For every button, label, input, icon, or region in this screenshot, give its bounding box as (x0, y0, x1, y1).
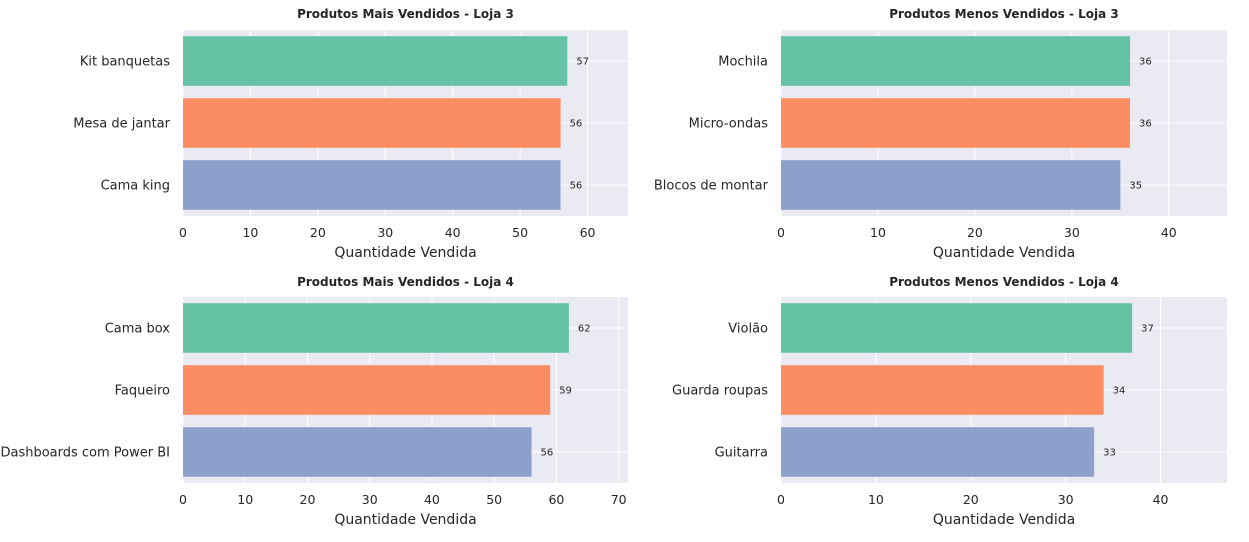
chart-menos-loja4: Produtos Menos Vendidos - Loja 4 373433 … (672, 275, 1227, 528)
x-tick-label: 0 (777, 492, 785, 507)
x-axis-label: Quantidade Vendida (334, 245, 476, 261)
chart-panel-menos-loja3: Produtos Menos Vendidos - Loja 3 36 36 35 … (640, 0, 1249, 269)
bar (183, 36, 568, 86)
bar-value-label: 62 (578, 324, 591, 335)
chart-title: Produtos Mais Vendidos - Loja 3 (297, 7, 514, 21)
x-axis-label: Quantidade Vendida (334, 512, 476, 528)
chart-title: Produtos Menos Vendidos - Loja 4 (889, 275, 1119, 289)
bar-value-label: 56 (541, 448, 554, 459)
x-tick-label: 10 (242, 225, 258, 240)
x-tick-label: 70 (611, 492, 627, 507)
chart-panel-mais-loja4: Produtos Mais Vendidos - Loja 4 62 59 56 C… (0, 269, 640, 538)
x-tick-label: 30 (1058, 492, 1074, 507)
x-axis-label: Quantidade Vendida (933, 245, 1075, 261)
x-tick-label: 20 (963, 492, 979, 507)
bar-value-label: 36 (1139, 119, 1152, 130)
chart-menos-loja3: Produtos Menos Vendidos - Loja 3 363635 … (654, 7, 1227, 261)
bar-value-label: 56 (570, 181, 583, 192)
category-label: Mochila (718, 55, 768, 70)
x-tick-label: 50 (512, 225, 528, 240)
x-tick-label: 30 (362, 492, 378, 507)
bar-value-label: 56 (570, 119, 583, 130)
bar-value-label: 59 (559, 386, 572, 397)
x-tick-label: 60 (548, 492, 564, 507)
x-tick-label: 40 (445, 225, 461, 240)
bar (183, 427, 532, 477)
x-axis-label: Quantidade Vendida (933, 512, 1075, 528)
category-label: Mesa de jantar (73, 117, 170, 132)
x-tick-label: 30 (377, 225, 393, 240)
x-tick-label: 20 (967, 225, 983, 240)
bar (781, 98, 1131, 148)
x-tick-label: 10 (868, 492, 884, 507)
chart-mais-loja4: Produtos Mais Vendidos - Loja 4 62 59 56 C… (0, 275, 628, 528)
bar-value-label: 33 (1103, 448, 1116, 459)
category-label: Guitarra (715, 446, 768, 461)
category-label: Micro-ondas (689, 117, 769, 132)
bar-value-label: 35 (1129, 181, 1142, 192)
bar-value-label: 36 (1139, 57, 1152, 68)
bar (183, 303, 569, 353)
bar-value-label: 34 (1113, 386, 1126, 397)
bar (183, 365, 551, 415)
bar (183, 98, 561, 148)
x-tick-label: 40 (424, 492, 440, 507)
x-tick-label: 50 (486, 492, 502, 507)
chart-mais-loja3: Produtos Mais Vendidos - Loja 3 57 56 56 K… (73, 7, 628, 261)
x-tick-label: 40 (1153, 492, 1169, 507)
chart-panel-menos-loja4: Produtos Menos Vendidos - Loja 4 37 34 33 … (640, 269, 1249, 538)
bar (781, 303, 1133, 353)
category-label: Kit banquetas (80, 55, 170, 70)
x-tick-label: 60 (580, 225, 596, 240)
x-tick-label: 10 (237, 492, 253, 507)
x-tick-label: 20 (300, 492, 316, 507)
category-label: Violão (728, 322, 768, 337)
category-label: Dashboards com Power BI (0, 446, 170, 461)
chart-panel-mais-loja3: Produtos Mais Vendidos - Loja 3 57 56 56 K… (0, 0, 640, 269)
x-tick-label: 30 (1064, 225, 1080, 240)
bar-value-label: 37 (1141, 324, 1154, 335)
bar (781, 427, 1095, 477)
category-label: Faqueiro (115, 384, 170, 399)
x-tick-label: 0 (179, 492, 187, 507)
bar (183, 160, 561, 210)
category-label: Blocos de montar (654, 179, 769, 194)
chart-title: Produtos Menos Vendidos - Loja 3 (889, 7, 1119, 21)
chart-title: Produtos Mais Vendidos - Loja 4 (297, 275, 514, 289)
bar (781, 365, 1104, 415)
category-label: Guarda roupas (672, 384, 768, 399)
bar (781, 36, 1131, 86)
x-tick-label: 0 (777, 225, 785, 240)
bar-value-label: 57 (576, 57, 589, 68)
x-tick-label: 40 (1161, 225, 1177, 240)
category-label: Cama king (101, 179, 170, 194)
x-tick-label: 10 (870, 225, 886, 240)
category-label: Cama box (105, 322, 171, 337)
x-tick-label: 20 (310, 225, 326, 240)
x-tick-label: 0 (179, 225, 187, 240)
bar (781, 160, 1121, 210)
